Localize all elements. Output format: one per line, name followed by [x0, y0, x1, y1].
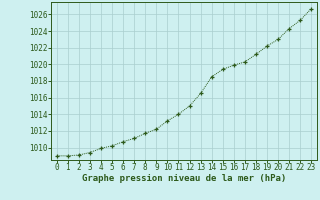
X-axis label: Graphe pression niveau de la mer (hPa): Graphe pression niveau de la mer (hPa)	[82, 174, 286, 183]
